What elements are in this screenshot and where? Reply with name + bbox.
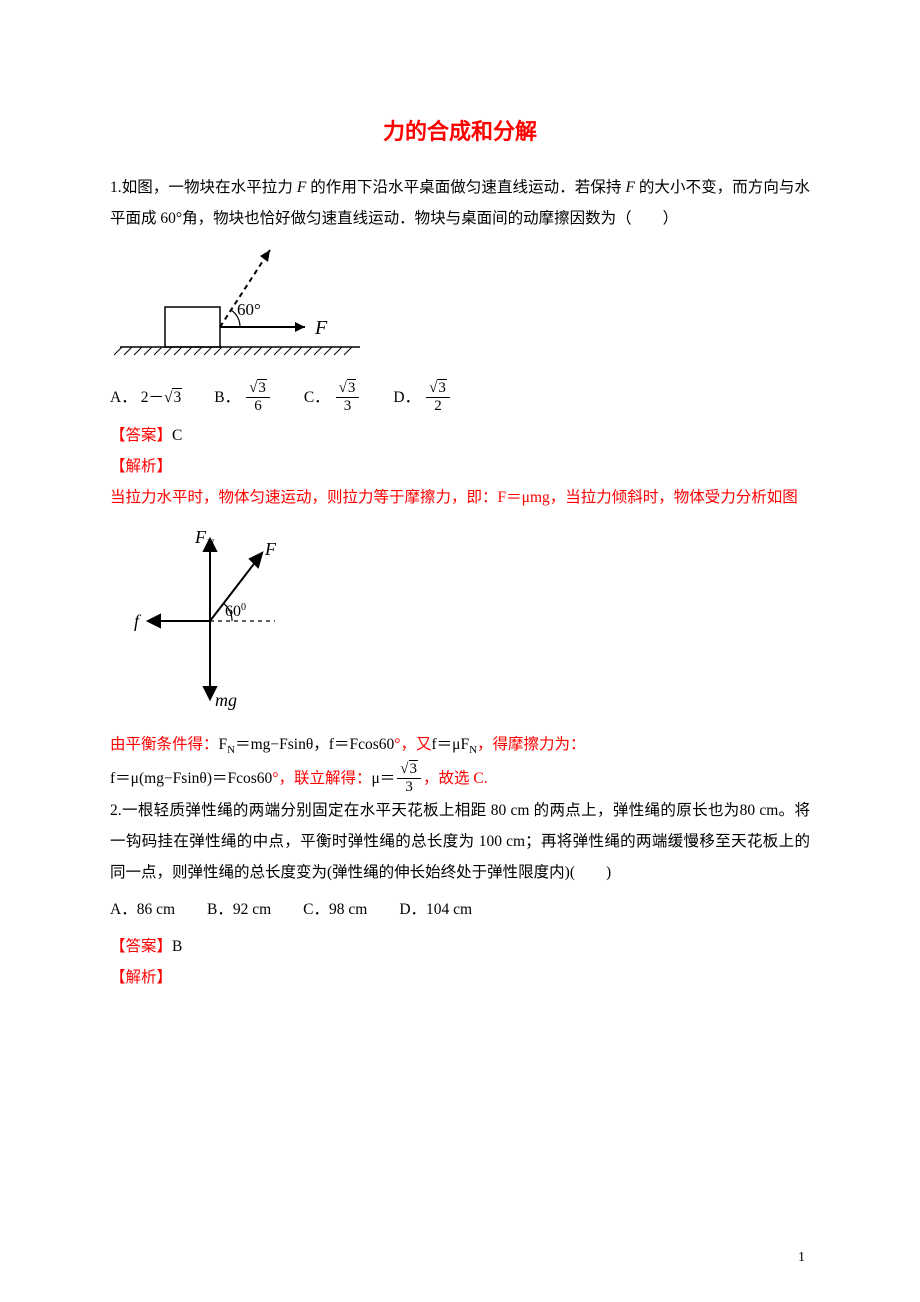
q2-options: A．86 cm B．92 cm C．98 cm D．104 cm <box>110 894 810 925</box>
q1-exp2-b: FN＝mg−Fsinθ <box>219 736 314 753</box>
q1-exp-line2: 由平衡条件得：FN＝mg−Fsinθ，f＝Fcos60°，又f＝μFN，得摩擦力… <box>110 729 810 761</box>
q2-option-b: B．92 cm <box>207 894 271 925</box>
q1-optA-val: 2－√3 <box>141 382 183 413</box>
q2-option-a: A．86 cm <box>110 894 175 925</box>
q1-exp1-a: 当拉力水平时，物体匀速运动，则拉力等于摩擦力，即： <box>110 489 498 506</box>
fig2-angle: 60 <box>225 603 241 620</box>
q1-exp2-d: ， <box>313 736 329 753</box>
q1-optB-label: B． <box>214 382 240 413</box>
q1-exp2-h: f＝μFN <box>431 736 477 753</box>
q1-exp1-c: ，当拉力倾斜时，物体受力分析如图 <box>550 489 798 506</box>
q1-optD-frac: √3 2 <box>426 380 450 414</box>
q2-stem: 2.一根轻质弹性绳的两端分别固定在水平天花板上相距 80 cm 的两点上，弹性绳… <box>110 795 810 888</box>
page-number: 1 <box>798 1244 805 1272</box>
q1-text-a: 1.如图，一物块在水平拉力 <box>110 179 297 196</box>
q1-optA-prefix: 2－ <box>141 389 164 406</box>
q1-exp-line1: 当拉力水平时，物体匀速运动，则拉力等于摩擦力，即：F＝μmg，当拉力倾斜时，物体… <box>110 482 810 513</box>
q2-explain-label: 【解析】 <box>110 962 810 993</box>
q1-optD-label: D． <box>393 382 420 413</box>
q1-answer: 【答案】C <box>110 420 810 451</box>
q1-optA-label: A． <box>110 382 137 413</box>
q1-option-a: A． 2－√3 <box>110 382 182 413</box>
fig2-F: F <box>264 539 277 559</box>
q1-exp2-a: 由平衡条件得： <box>110 736 219 753</box>
q2-option-c: C．98 cm <box>303 894 367 925</box>
q2-answer-label: 【答案】 <box>110 938 172 955</box>
fig1-F-label: F <box>314 317 328 339</box>
q1-exp-line3: f＝μ(mg−Fsinθ)＝Fcos60°，联立解得：μ＝ √3 3 ，故选 C… <box>110 761 810 795</box>
q1-option-d: D． √3 2 <box>393 380 451 414</box>
q1-answer-value: C <box>172 427 182 444</box>
q1-text-b: 的作用下沿水平桌面做匀速直线运动．若保持 <box>306 179 625 196</box>
figure-2: FN F f mg 600 <box>110 521 810 721</box>
q1-exp3-den: 3 <box>402 779 416 796</box>
q1-option-c: C． √3 3 <box>304 380 362 414</box>
q1-F-1: F <box>297 179 306 196</box>
q1-optD-den: 2 <box>431 398 445 415</box>
q1-exp3-frac: √3 3 <box>397 761 421 795</box>
q1-optC-num: 3 <box>347 379 357 396</box>
fig2-f: f <box>134 611 142 631</box>
page-title: 力的合成和分解 <box>110 110 810 154</box>
q1-exp3-num: 3 <box>409 760 419 777</box>
q1-optD-num: 3 <box>437 379 447 396</box>
q1-optC-label: C． <box>304 382 330 413</box>
q1-exp2-g: ，又 <box>400 736 431 753</box>
svg-text:FN: FN <box>194 527 215 550</box>
svg-text:600: 600 <box>225 602 246 620</box>
q1-exp2-i: ，得摩擦力为： <box>477 736 586 753</box>
q1-exp3-e: ，故选 C. <box>423 763 488 794</box>
figure-1: F 60° <box>110 242 810 372</box>
fig2-angle-deg: 0 <box>241 602 246 613</box>
fig2-mg: mg <box>215 690 237 710</box>
q2-option-d: D．104 cm <box>399 894 472 925</box>
q1-option-b: B． √3 6 <box>214 380 272 414</box>
q2-answer-value: B <box>172 938 182 955</box>
q1-optA-sqrt: 3 <box>172 388 182 406</box>
q1-stem: 1.如图，一物块在水平拉力 F 的作用下沿水平桌面做匀速直线运动．若保持 F 的… <box>110 172 810 234</box>
q1-options: A． 2－√3 B． √3 6 C． √3 3 D． √3 2 <box>110 380 810 414</box>
q1-exp3-a: f＝μ(mg−Fsinθ)＝Fcos60 <box>110 763 272 794</box>
q1-optB-den: 6 <box>251 398 265 415</box>
q1-exp3-c: ，联立解得： <box>278 763 371 794</box>
q1-exp2-e: f＝Fcos60 <box>329 736 394 753</box>
q1-exp1-b: F＝μmg <box>498 489 550 506</box>
q1-optB-num: 3 <box>257 379 267 396</box>
q1-exp3-d: μ＝ <box>371 763 395 794</box>
q1-F-2: F <box>625 179 634 196</box>
q1-optB-frac: √3 6 <box>246 380 270 414</box>
answer-label: 【答案】 <box>110 427 172 444</box>
q1-optC-frac: √3 3 <box>336 380 360 414</box>
q1-optC-den: 3 <box>341 398 355 415</box>
fig1-angle: 60° <box>237 300 261 319</box>
q1-explain-label: 【解析】 <box>110 451 810 482</box>
fig2-FN-sub: N <box>205 536 215 550</box>
q2-answer: 【答案】B <box>110 931 810 962</box>
